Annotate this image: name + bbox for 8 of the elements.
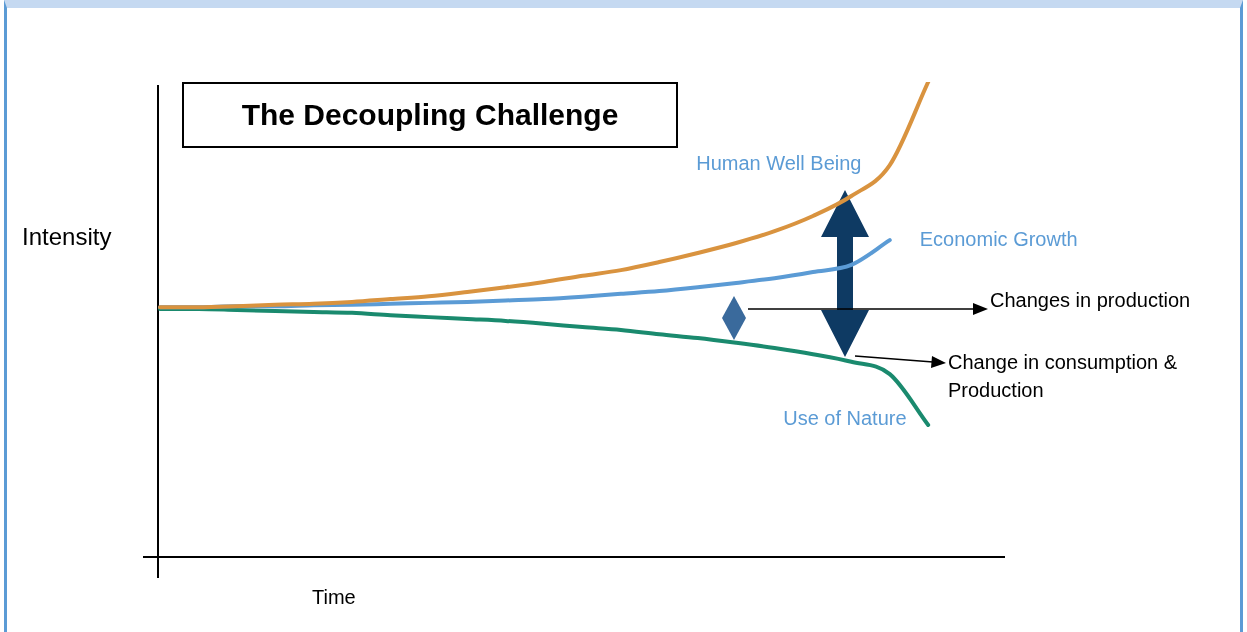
annotation: Changes in production [990,289,1191,312]
text: The Decoupling Challenge [182,82,678,148]
series-label: Human Well Being [696,151,862,174]
series-label: Use of Nature [783,407,907,430]
series-label: Economic Growth [919,227,1078,250]
annotation: Change in consumption & Production [948,350,1179,403]
y-axis-title: Intensity [22,223,112,251]
x-axis-title: Time [312,586,356,609]
